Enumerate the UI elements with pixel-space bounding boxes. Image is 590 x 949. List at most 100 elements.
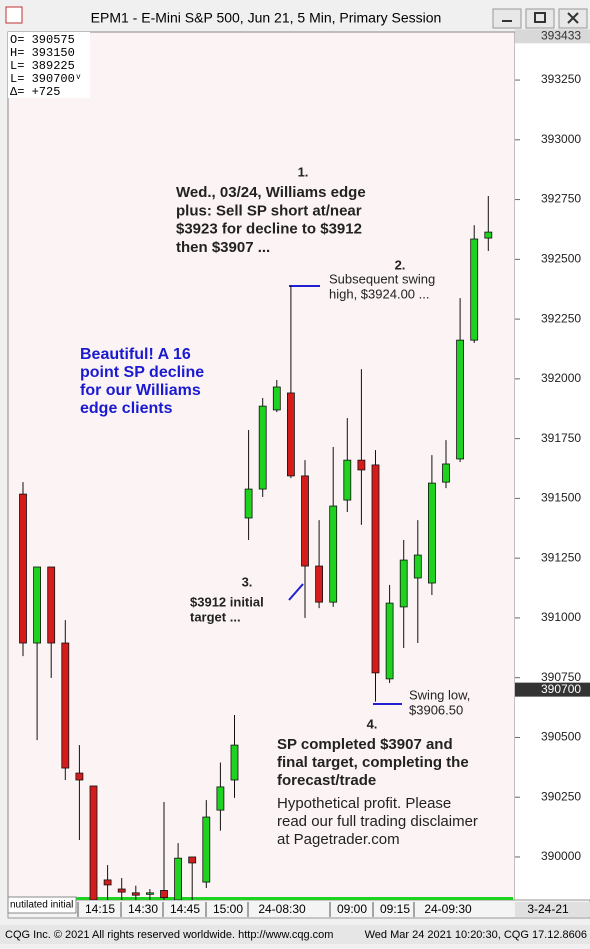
readout-line: H= 393150 [10, 46, 75, 60]
y-tick-label: 391750 [541, 431, 581, 445]
footer-right: Wed Mar 24 2021 10:20:30, CQG 17.12.8606 [365, 929, 587, 941]
candle-body [202, 816, 211, 883]
candle-body [329, 505, 338, 603]
y-tick-label: 390000 [541, 849, 581, 863]
candle-body [160, 890, 168, 899]
highlight-note: edge clients [80, 400, 173, 417]
candle-body [19, 493, 27, 644]
candle-body [230, 744, 239, 781]
candle-body [385, 602, 394, 680]
annotation-line: Wed., 03/24, Williams edge [176, 184, 366, 201]
price-marker-label: 390700 [541, 682, 581, 696]
y-tick-label: 392000 [541, 371, 581, 385]
app-icon [5, 6, 23, 24]
x-tick-label: 14:45 [170, 902, 200, 916]
annotation-line: Subsequent swing [329, 271, 435, 286]
y-tick-label: 391500 [541, 491, 581, 505]
candle-body [188, 856, 197, 864]
annotation-line: forecast/trade [277, 772, 376, 789]
candle-body [244, 488, 253, 519]
candle-body [89, 785, 98, 900]
y-tick-label: 393250 [541, 72, 581, 86]
price-axis [515, 32, 590, 900]
annotation-number: 1. [298, 164, 309, 179]
y-tick-label: 391000 [541, 610, 581, 624]
candle-body [216, 786, 225, 811]
candle-body [399, 559, 408, 608]
annotation-line: $3912 initial [190, 594, 264, 609]
highlight-note: Beautiful! A 16 [80, 346, 191, 363]
date-box [515, 902, 590, 917]
candle-body [315, 565, 324, 603]
candle-body [286, 392, 295, 477]
disclaimer-line: at Pagetrader.com [277, 831, 400, 848]
candle-body [456, 339, 465, 460]
candle-body [357, 459, 366, 471]
study-label: nutilated initial [10, 900, 73, 911]
minimize-button[interactable] [492, 8, 522, 29]
window-buttons[interactable] [492, 8, 588, 29]
candle-body [174, 857, 183, 900]
y-tick-label: 391250 [541, 550, 581, 564]
window-title: EPM1 - E-Mini S&P 500, Jun 21, 5 Min, Pr… [91, 10, 442, 26]
maximize-button[interactable] [525, 8, 555, 29]
y-tick-label: 392250 [541, 311, 581, 325]
highlight-note: point SP decline [80, 364, 204, 381]
candle-body [442, 463, 450, 483]
y-tick-label: 393000 [541, 132, 581, 146]
y-tick-label: 392500 [541, 252, 581, 266]
candle-body [371, 464, 380, 674]
annotation-number: 3. [242, 574, 253, 589]
disclaimer-line: Hypothetical profit. Please [277, 795, 451, 812]
price-marker-box [515, 682, 590, 697]
x-tick-label: 24-08:30 [258, 902, 306, 916]
x-tick-label: 14:30 [128, 902, 158, 916]
candle-body [75, 772, 84, 781]
candle-body [343, 459, 352, 501]
annotation-line: then $3907 ... [176, 239, 270, 256]
price-marker-box [515, 29, 590, 44]
swing-low-note: $3906.50 [409, 702, 463, 717]
x-tick-label: 09:15 [380, 902, 410, 916]
price-marker-label: 393433 [541, 28, 581, 42]
annotation-line: target ... [190, 609, 241, 624]
target-pointer [288, 583, 304, 601]
study-box [7, 896, 77, 914]
candle-body [484, 231, 493, 239]
candle-body [258, 405, 267, 490]
x-tick-label: 24-09:30 [424, 902, 472, 916]
candle-body [33, 566, 41, 644]
readout-line: Δ= +725 [10, 85, 60, 99]
annotation-number: 4. [367, 716, 378, 731]
candle-body [413, 554, 422, 579]
x-tick-label: 15:00 [213, 902, 243, 916]
y-tick-label: 390500 [541, 730, 581, 744]
readout-line: L= 389225 [10, 59, 75, 73]
candle-body [61, 642, 70, 769]
y-tick-label: 390750 [541, 670, 581, 684]
x-tick-label: 14:15 [85, 902, 115, 916]
candle-body [47, 566, 56, 644]
highlight-note: for our Williams [80, 382, 201, 399]
annotation-line: final target, completing the [277, 754, 469, 771]
candle-body [301, 475, 309, 567]
candle-body [470, 238, 479, 341]
swing-low-note: Swing low, [409, 687, 470, 702]
candle-body [131, 892, 140, 896]
annotation-number: 2. [395, 257, 406, 272]
candle-body [145, 892, 154, 895]
readout-line: O= 390575 [10, 33, 75, 47]
candle-body [117, 888, 126, 893]
readout-box [8, 32, 90, 98]
x-tick-label: 09:00 [337, 902, 367, 916]
annotation-line: $3923 for decline to $3912 [176, 221, 362, 238]
candles [19, 195, 493, 900]
date-label: 3-24-21 [527, 902, 569, 916]
y-tick-label: 392750 [541, 192, 581, 206]
candle-body [272, 386, 281, 411]
footer [0, 925, 590, 944]
annotation-line: plus: Sell SP short at/near [176, 202, 362, 219]
study-bar [8, 897, 513, 900]
